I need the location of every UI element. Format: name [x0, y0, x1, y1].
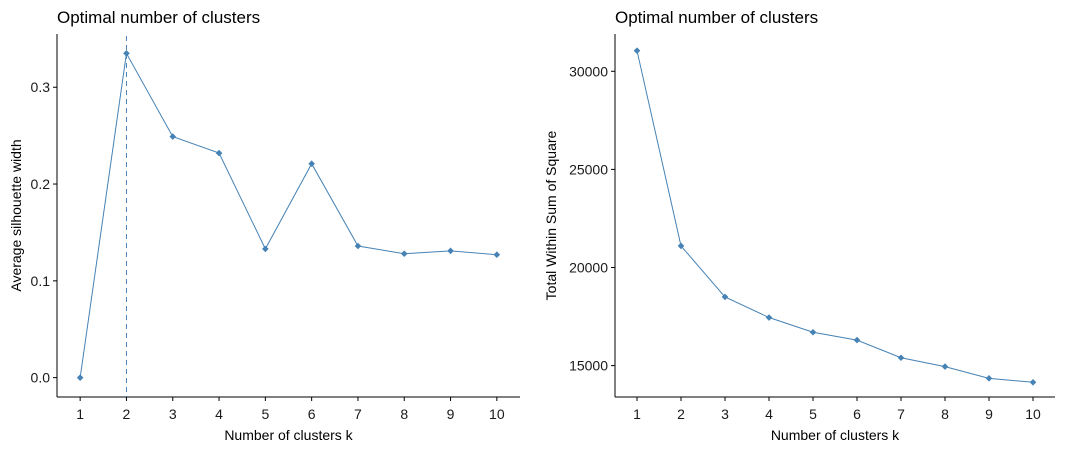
y-tick-label: 0.0 [31, 370, 51, 386]
data-point [853, 336, 861, 344]
data-point [493, 251, 501, 259]
data-point [262, 245, 269, 253]
data-point [400, 250, 408, 258]
x-tick-label: 1 [76, 406, 84, 422]
x-axis-label: Number of clusters k [771, 427, 900, 443]
data-point [215, 149, 223, 157]
data-point [897, 354, 905, 362]
y-tick-label: 0.1 [31, 273, 51, 289]
data-point [1029, 378, 1037, 386]
x-tick-label: 8 [400, 406, 408, 422]
data-point [76, 374, 84, 381]
x-tick-label: 10 [1025, 406, 1041, 422]
x-tick-label: 9 [985, 406, 993, 422]
y-axis-label: Average silhouette width [8, 139, 24, 291]
y-tick-label: 0.2 [31, 176, 51, 192]
chart-title: Optimal number of clusters [57, 8, 260, 27]
data-point [123, 50, 130, 57]
x-tick-label: 6 [308, 406, 316, 422]
x-tick-label: 4 [765, 406, 773, 422]
y-tick-label: 15000 [569, 358, 608, 374]
x-tick-label: 10 [489, 406, 505, 422]
x-tick-label: 5 [809, 406, 817, 422]
data-point [721, 293, 729, 301]
data-point [354, 242, 362, 250]
x-tick-label: 1 [633, 406, 641, 422]
data-point [941, 363, 949, 370]
data-point [169, 133, 177, 140]
silhouette-chart: Optimal number of clusters 0.0 0.1 0.2 0.3 1 2… [8, 8, 520, 443]
x-tick-label: 3 [721, 406, 729, 422]
data-point [447, 247, 454, 255]
data-point [308, 160, 315, 168]
x-tick-label: 2 [123, 406, 131, 422]
wss-elbow-chart: Optimal number of clusters 15000 20000 2500… [543, 8, 1055, 443]
y-axis-label: Total Within Sum of Square [543, 130, 559, 300]
y-tick-label: 25000 [569, 161, 608, 177]
x-tick-label: 9 [447, 406, 455, 422]
x-tick-label: 2 [677, 406, 685, 422]
x-tick-label: 6 [853, 406, 861, 422]
chart-title: Optimal number of clusters [615, 8, 818, 27]
x-axis-label: Number of clusters k [224, 427, 353, 443]
data-point [677, 242, 685, 250]
data-point [633, 47, 641, 54]
series-line [79, 51, 497, 378]
x-tick-label: 8 [941, 406, 949, 422]
data-point [809, 328, 817, 336]
data-point [765, 314, 773, 321]
series-line [636, 50, 1034, 383]
data-point [985, 375, 993, 382]
x-tick-label: 4 [215, 406, 223, 422]
x-tick-label: 5 [261, 406, 269, 422]
x-tick-label: 7 [897, 406, 905, 422]
y-tick-label: 20000 [569, 259, 608, 275]
x-tick-label: 7 [354, 406, 362, 422]
y-tick-label: 0.3 [31, 79, 51, 95]
y-tick-label: 30000 [569, 63, 608, 79]
x-tick-label: 3 [169, 406, 177, 422]
